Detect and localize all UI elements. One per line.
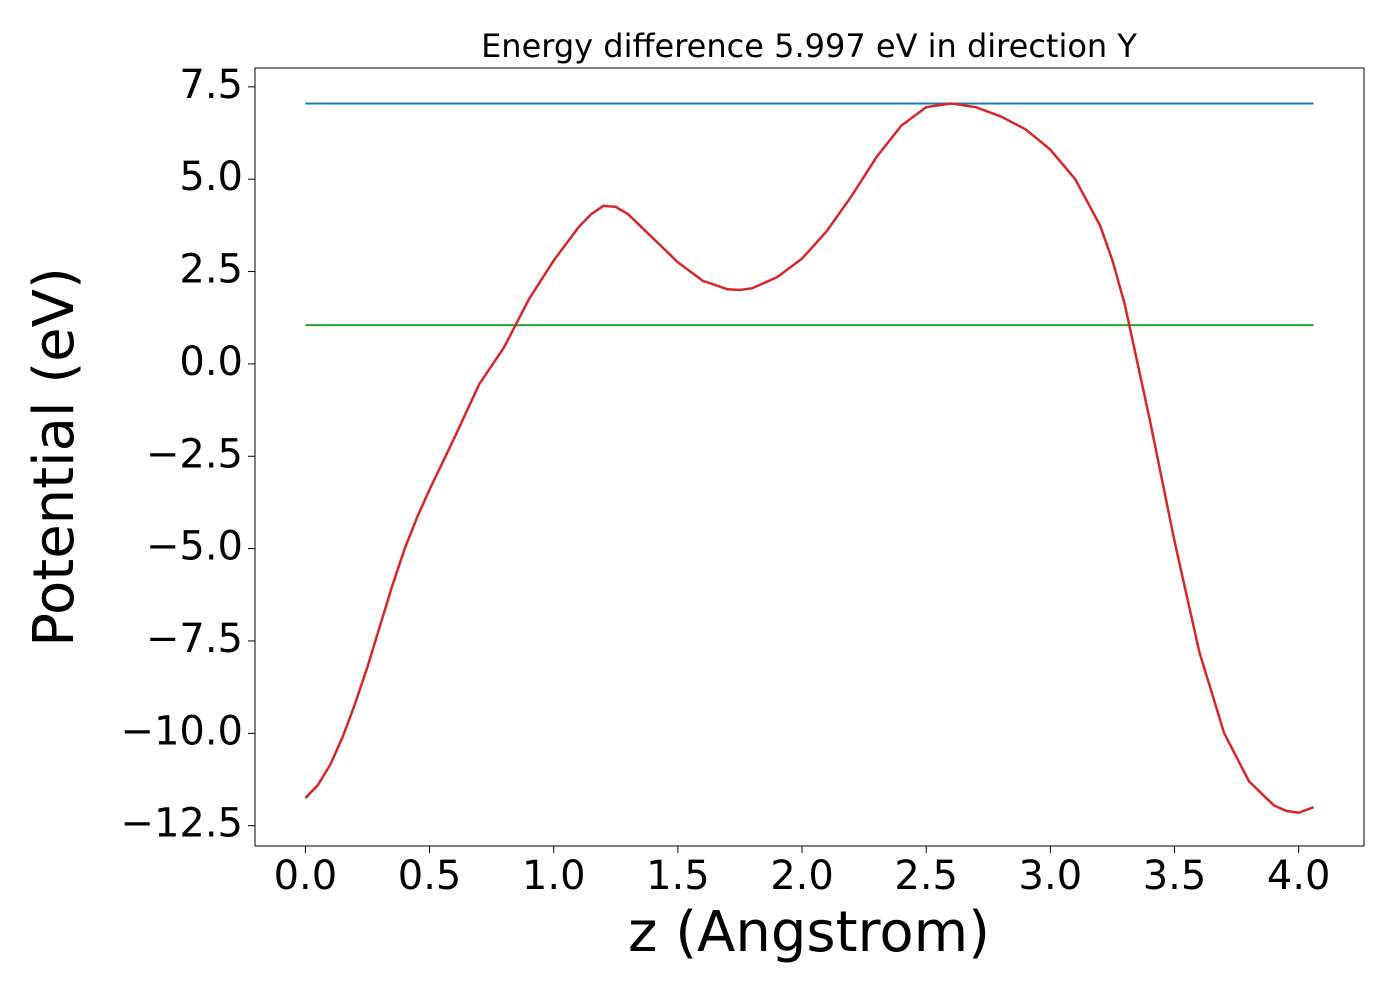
x-tick-label: 1.5 [646,853,710,899]
y-tick-label: 2.5 [179,247,243,293]
y-tick-label: −5.0 [146,524,243,570]
x-tick-label: 4.0 [1267,853,1331,899]
line-series [304,102,1315,815]
x-tick-label: 2.5 [894,853,958,899]
x-tick-label: 0.0 [274,853,338,899]
x-axis-label: z (Angstrom) [628,900,990,965]
y-tick-label: 5.0 [179,154,243,200]
x-tick-label: 2.0 [770,853,834,899]
x-tick-label: 3.5 [1143,853,1207,899]
y-tick-label: 7.5 [179,62,243,108]
y-tick-label: −2.5 [146,431,243,477]
y-tick-label: −12.5 [120,801,243,847]
y-axis-label: Potential (eV) [22,267,87,647]
chart-title: Energy difference 5.997 eV in direction … [481,27,1137,65]
x-tick-label: 1.0 [522,853,586,899]
x-tick-label: 3.0 [1019,853,1083,899]
plot-frame [254,67,1365,847]
x-tick-label: 0.5 [398,853,462,899]
y-tick-label: 0.0 [179,339,243,385]
y-tick-label: −7.5 [146,616,243,662]
y-tick-label: −10.0 [120,708,243,754]
